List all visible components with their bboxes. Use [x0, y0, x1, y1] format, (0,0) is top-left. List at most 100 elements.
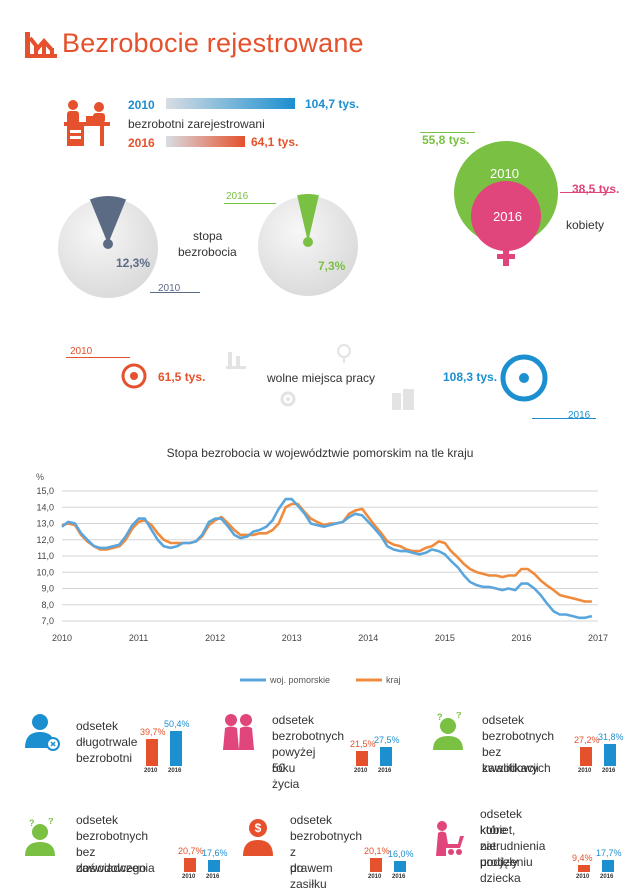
stat-bar — [170, 731, 182, 766]
rate-2016-leader — [224, 203, 276, 204]
stat-value: 9,4% — [572, 853, 593, 864]
x-tick-label: 2015 — [435, 633, 455, 643]
stat-text-line: bezrobotnych — [76, 829, 149, 843]
svg-text:?: ? — [437, 712, 443, 722]
stat-text-line: odsetek — [76, 719, 119, 733]
stat-year: 2010 — [144, 768, 158, 774]
page-title: Bezrobocie rejestrowane — [62, 28, 364, 58]
y-tick-label: 9,0 — [41, 584, 54, 594]
building-faint-icon — [392, 389, 414, 410]
stat-text-line: odsetek kobiet, — [480, 807, 523, 837]
location-faint-icon — [337, 344, 351, 363]
series-line-pomorskie — [61, 497, 593, 620]
stat-value: 21,5% — [350, 739, 376, 750]
y-tick-label: 14,0 — [36, 502, 54, 512]
vacancies-2016-marker — [500, 354, 548, 402]
stat-text-line: które nie podjęły — [480, 823, 519, 869]
stat-text-line: bez kwalifikacji — [482, 745, 539, 775]
registered-value-2016: 64,1 tys. — [251, 135, 299, 149]
vacancies-value-2016: 108,3 tys. — [443, 370, 498, 384]
stat-value: 20,7% — [178, 845, 204, 856]
rate-2010-pie — [58, 196, 158, 298]
registered-bar-2010 — [166, 98, 295, 109]
mother-stroller-icon — [432, 818, 472, 863]
stat-text-line: z prawem — [290, 845, 333, 875]
x-tick-label: 2017 — [588, 633, 608, 643]
person-dollar-icon: $ — [240, 818, 280, 863]
stat-text-line: odsetek — [272, 713, 315, 727]
x-tick-label: 2013 — [282, 633, 302, 643]
stat-text-line: bezrobotni — [76, 751, 133, 765]
stat-text-line: roku życia — [272, 761, 300, 791]
chart-ylabel: % — [36, 472, 44, 482]
stat-bar — [580, 747, 592, 766]
x-tick-label: 2011 — [129, 633, 148, 643]
stat-bar — [604, 743, 616, 766]
stat-value: 17,6% — [202, 847, 228, 858]
stat-text-line: odsetek — [290, 813, 333, 827]
stat-bar — [602, 859, 614, 872]
stat-text-line: bezrobotnych — [272, 729, 345, 743]
stat-bar — [394, 860, 406, 872]
stat-bar — [356, 751, 368, 766]
stat-value: 20,1% — [364, 846, 390, 857]
svg-text:?: ? — [48, 818, 54, 826]
stat-year: 2010 — [182, 874, 196, 880]
y-tick-label: 15,0 — [36, 486, 54, 496]
registered-bar-2016 — [166, 136, 245, 147]
svg-text:?: ? — [456, 712, 462, 720]
stat-value: 39,7% — [140, 726, 166, 737]
elderly-couple-icon — [220, 712, 260, 757]
registered-value-2010: 104,7 tys. — [305, 97, 360, 111]
registered-label: bezrobotni zarejestrowani — [128, 117, 265, 131]
vacancies-2010-leader — [66, 357, 130, 358]
rate-value-2016: 7,3% — [318, 259, 346, 273]
svg-text:?: ? — [29, 818, 35, 828]
rate-year-2010: 2010 — [158, 283, 181, 294]
women-label: kobiety — [566, 218, 605, 232]
stat-bar — [184, 857, 196, 872]
stat-year: 2010 — [354, 768, 368, 774]
legend-label: kraj — [386, 675, 401, 685]
stat-year: 2010 — [578, 768, 592, 774]
registered-year-2010: 2010 — [128, 98, 155, 112]
y-tick-label: 8,0 — [41, 600, 54, 610]
stat-text-line: do zasiłku — [290, 861, 327, 891]
stat-year: 2016 — [206, 874, 220, 880]
women-year-2016: 2016 — [493, 209, 522, 224]
stat-text-line: powyżej 50 — [272, 745, 316, 775]
x-tick-label: 2010 — [52, 633, 72, 643]
stat-text-line: zawodowych — [482, 761, 551, 775]
vacancies-value-2010: 61,5 tys. — [158, 370, 206, 384]
series-line-kraj — [61, 502, 592, 603]
chart-title: Stopa bezrobocia w województwie pomorski… — [166, 446, 474, 460]
office-desk-icon — [64, 100, 110, 146]
stat-text-line: długotrwale — [76, 735, 138, 749]
people-faint-icon — [226, 352, 246, 369]
rate-2016-pie — [258, 194, 358, 296]
vacancies-2016-leader — [532, 418, 596, 419]
women-2016-leader — [560, 192, 614, 193]
stat-year: 2016 — [600, 874, 614, 880]
stat-year: 2010 — [368, 874, 382, 880]
women-value-2016: 38,5 tys. — [572, 182, 620, 196]
y-tick-label: 13,0 — [36, 519, 54, 529]
stat-bar — [370, 858, 382, 872]
stat-text-line: odsetek — [482, 713, 525, 727]
rate-value-2010: 12,3% — [116, 256, 151, 270]
stat-text-line: zatrudnienia po — [480, 839, 546, 869]
stat-value: 16,0% — [388, 848, 414, 859]
stat-bar — [578, 865, 590, 872]
x-tick-label: 2014 — [358, 633, 378, 643]
stat-bar — [380, 746, 392, 766]
stat-year: 2010 — [576, 874, 590, 880]
stat-year: 2016 — [392, 874, 406, 880]
chart-bar-icon — [25, 32, 57, 58]
female-symbol-icon — [454, 141, 558, 266]
stat-text-line: bezrobotnych — [290, 829, 363, 843]
stat-value: 17,7% — [596, 847, 622, 858]
stat-bar — [208, 859, 220, 872]
stat-text-line: urodzeniu dziecka — [480, 855, 533, 885]
rate-year-2016: 2016 — [226, 191, 249, 202]
stat-value: 31,8% — [598, 731, 624, 742]
